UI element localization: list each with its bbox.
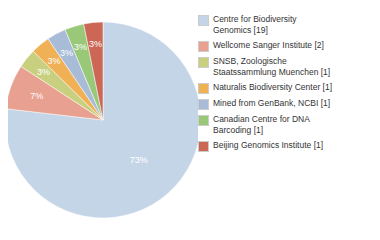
html-text:Canadian Centre for DNA: Canadian Centre for DNA [213,114,310,124]
html-text:Wellcome Sanger Institute [2]: Wellcome Sanger Institute [2] [213,40,324,50]
svg-text:3%: 3% [74,42,87,52]
html-text:Naturalis Biodiversity Center: Naturalis Biodiversity Center [1] [213,82,332,92]
html-text:Mined from GenBank, NCBI [1]: Mined from GenBank, NCBI [1] [213,98,331,108]
svg-text:3%: 3% [48,56,61,66]
html-text:Beijing Genomics Institute [1]: Beijing Genomics Institute [1] [213,140,324,150]
svg-text:3%: 3% [37,67,50,77]
svg-text:3%: 3% [60,48,73,58]
html-text:Centre for Biodiversity: Centre for Biodiversity [213,14,297,24]
html-text:Barcoding [1]: Barcoding [1] [213,125,264,135]
svg-text:3%: 3% [89,39,102,49]
svg-text:73%: 73% [130,155,148,165]
html-text:SNSB, Zoologische: SNSB, Zoologische [213,56,287,66]
svg-text:7%: 7% [30,91,43,101]
html-text:Genomics [19]: Genomics [19] [213,25,268,35]
html-text:Staatssammlung Muenchen [1]: Staatssammlung Muenchen [1] [213,67,331,77]
